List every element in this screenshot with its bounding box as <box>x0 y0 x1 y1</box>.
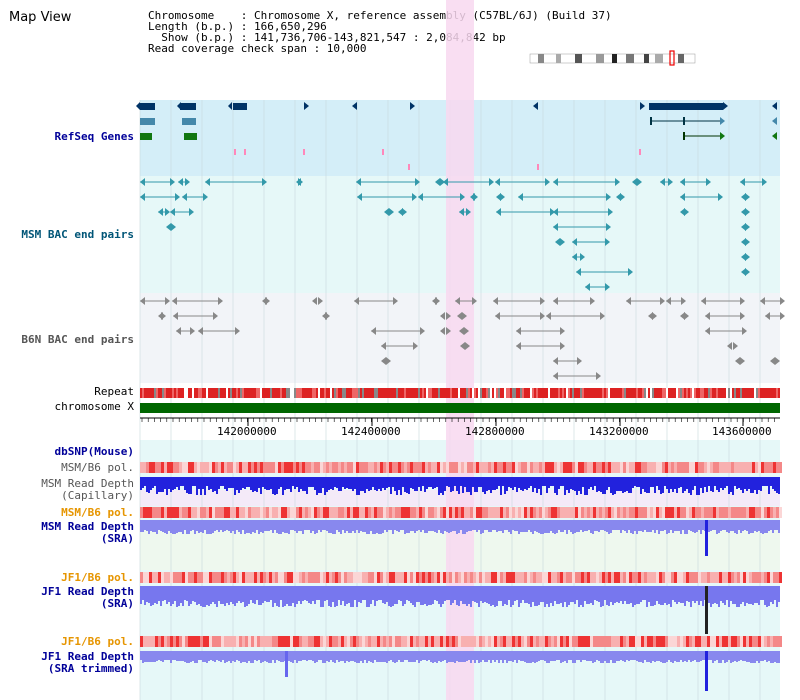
msm-pol-label-2[interactable]: MSM/B6 pol. <box>61 506 134 519</box>
tick-label-4: 143200000 <box>589 425 649 438</box>
tick-label-5: 143600000 <box>712 425 772 438</box>
jf1-pol-label-2[interactable]: JF1/B6 pol. <box>61 635 134 648</box>
repeat-label: Repeat <box>94 385 134 398</box>
chromosome-ideogram[interactable] <box>529 50 696 66</box>
map-view-title: Map View <box>9 10 72 25</box>
refseq-genes-track[interactable] <box>136 102 777 170</box>
tick-label-3: 142800000 <box>465 425 525 438</box>
jf1-depth-trim-label[interactable]: JF1 Read Depth (SRA trimmed) <box>41 650 134 675</box>
b6n-bac-track[interactable] <box>140 297 785 380</box>
length-line: Length (b.p.) : 166,650,296 <box>148 20 327 33</box>
msm-bac-label[interactable]: MSM BAC end pairs <box>21 228 134 241</box>
msm-pol-label-1: MSM/B6 pol. <box>61 461 134 474</box>
chromosome-label: chromosome X <box>54 400 134 413</box>
jf1-pol-label-1[interactable]: JF1/B6 pol. <box>61 571 134 584</box>
chromosome-info: Chromosome : Chromosome X, reference ass… <box>148 10 612 54</box>
b6n-bac-label[interactable]: B6N BAC end pairs <box>21 333 134 346</box>
coverage-line: Read coverage check span : 10,000 <box>148 42 367 55</box>
tick-label-2: 142400000 <box>341 425 401 438</box>
position-axis <box>140 417 780 426</box>
dbsnp-label[interactable]: dbSNP(Mouse) <box>54 445 134 458</box>
msm-bac-track[interactable] <box>140 178 767 291</box>
highlight-region[interactable] <box>446 0 474 700</box>
read-depth-tracks[interactable] <box>140 477 780 691</box>
tick-label-1: 142000000 <box>217 425 277 438</box>
jf1-depth-sra-label[interactable]: JF1 Read Depth (SRA) <box>41 585 134 610</box>
msm-depth-capillary-label: MSM Read Depth (Capillary) <box>41 477 134 502</box>
chromosome-bar[interactable] <box>140 403 780 413</box>
polymorphism-tracks[interactable] <box>140 462 782 647</box>
msm-depth-sra-label[interactable]: MSM Read Depth (SRA) <box>41 520 134 545</box>
refseq-genes-label[interactable]: RefSeq Genes <box>54 130 134 143</box>
repeat-track[interactable] <box>140 388 780 398</box>
chromosome-line: Chromosome : Chromosome X, reference ass… <box>148 9 612 22</box>
